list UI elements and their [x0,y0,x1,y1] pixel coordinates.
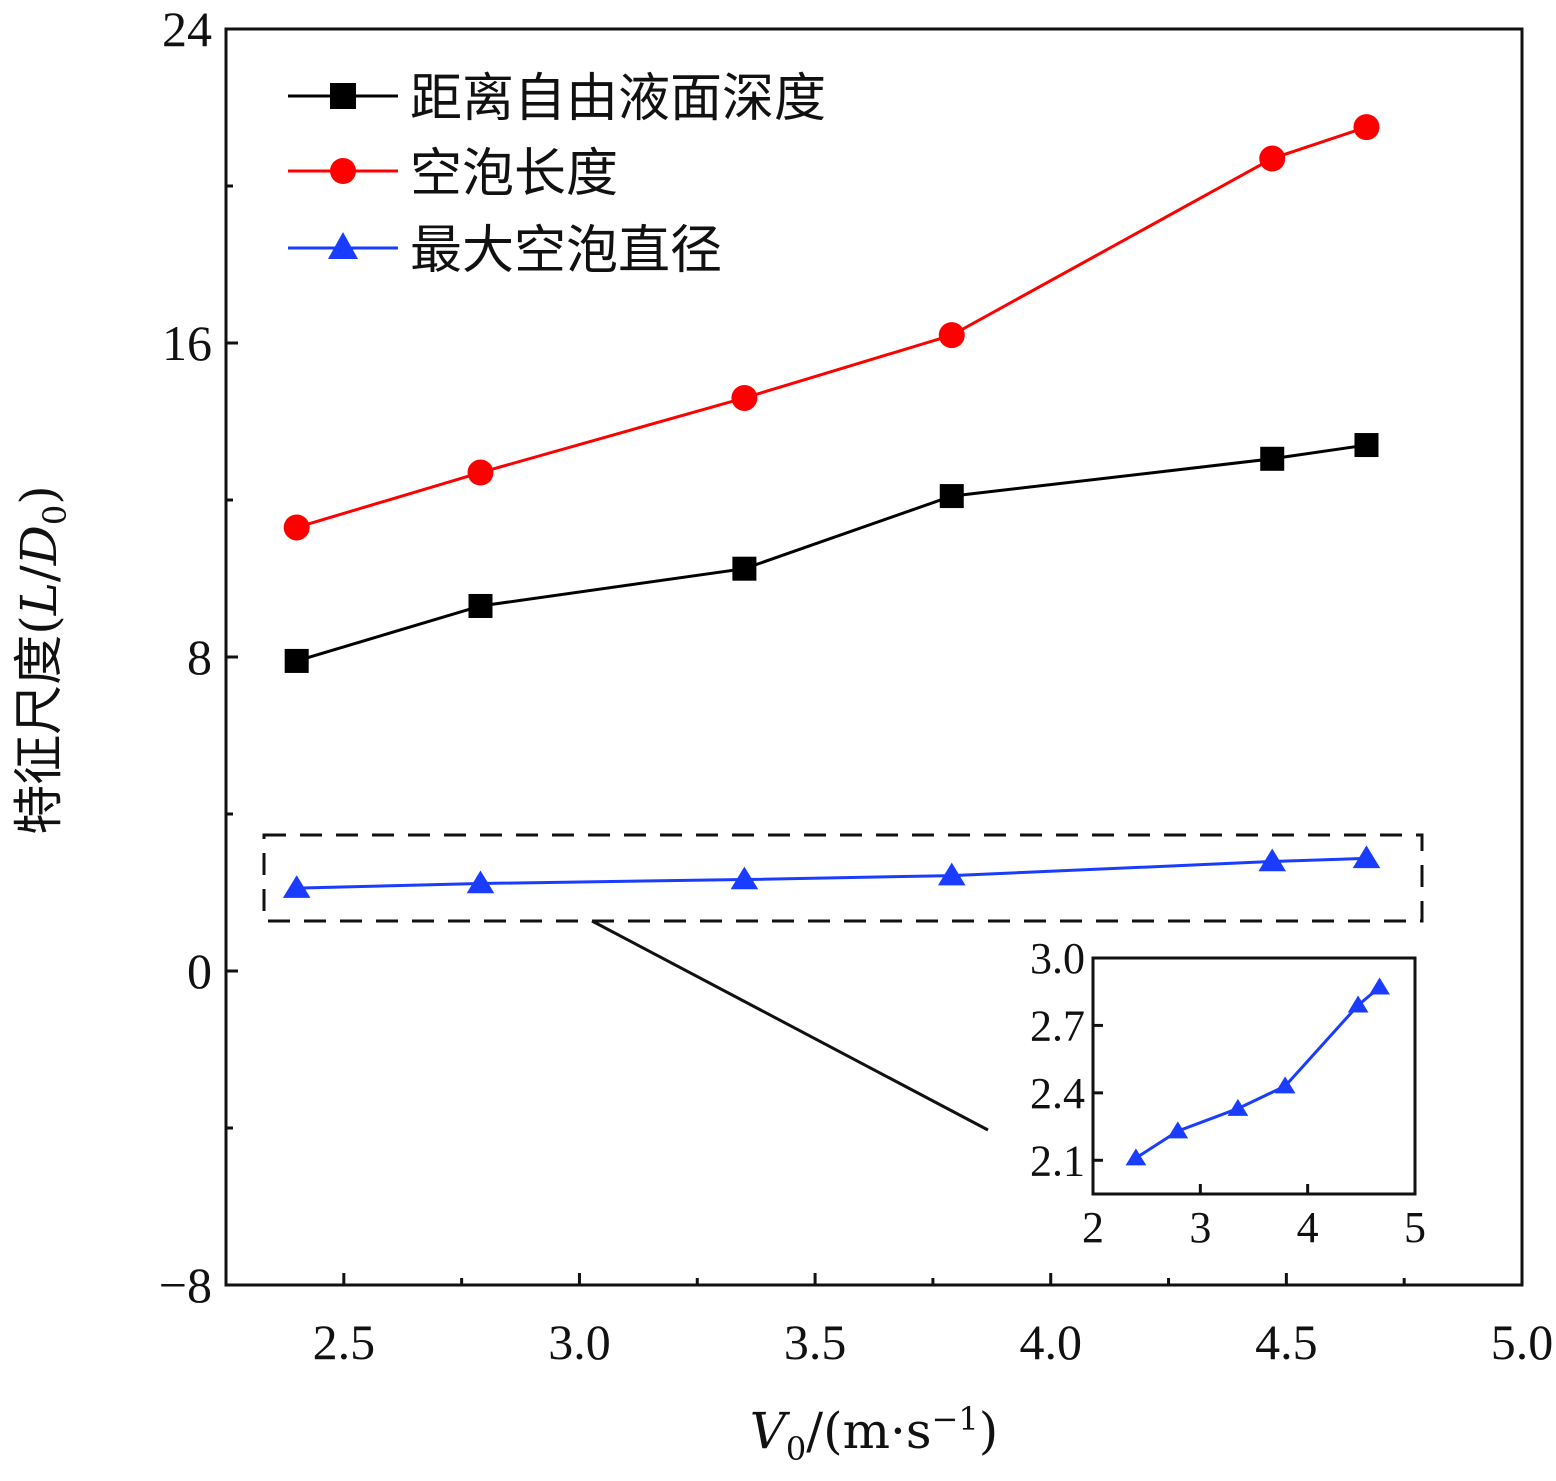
series-2-point [937,862,966,886]
inset-x-tick-label: 4 [1297,1203,1319,1252]
x-axis-title-v: V [750,1402,791,1460]
inset-y-tick-label: 2.1 [1030,1136,1085,1185]
series-1-point [731,384,758,411]
inset-y-tick-label: 2.4 [1030,1069,1085,1118]
legend-label-length: 空泡长度 [410,144,618,204]
zoom-connector-line [591,919,989,1132]
inset-axis-ticks: 2.1 2.4 2.7 3.0 2 3 4 5 [1030,934,1426,1252]
inset-x-tick-label: 5 [1404,1203,1426,1252]
x-tick-label: 3.0 [548,1314,611,1370]
x-tick-label: 5.0 [1491,1314,1554,1370]
x-axis-title: V0/(m·s−1) [750,1400,998,1468]
y-axis-title-sub: 0 [36,505,74,525]
x-tick-label: 2.5 [313,1314,376,1370]
y-axis-title-L: L [10,582,68,616]
series-1-point [1259,145,1286,172]
series-line-2 [296,856,1367,890]
inset-y-tick-label: 2.7 [1030,1001,1085,1050]
series-1-point [283,514,310,541]
series-2-point [1352,845,1381,869]
inset-series-point [1369,977,1390,995]
series-0-point [1354,433,1379,458]
x-axis-title-sup: −1 [932,1400,979,1438]
x-axis-title-close: ) [979,1402,999,1460]
x-axis-title-unit: /(m·s [806,1402,931,1460]
zoom-highlight-box [262,833,1424,923]
inset-x-tick-label: 2 [1082,1203,1104,1252]
legend-marker-triangle [328,232,358,259]
inset-series-layer [1125,977,1390,1166]
inset-series-point [1125,1148,1147,1166]
series-line-0 [296,443,1367,663]
inset-series-point [1347,995,1369,1013]
x-tick-label: 4.5 [1255,1314,1318,1370]
series-line-1 [296,125,1367,529]
y-tick-label: 16 [162,315,212,371]
legend-marker-circle [330,158,356,184]
y-axis-title-slash: / [10,565,68,582]
series-0-point [468,593,493,618]
inset-y-tick-label: 3.0 [1030,934,1085,983]
series-1-point [1353,114,1380,141]
series-2-point [466,870,495,894]
legend-label-diameter: 最大空泡直径 [410,221,722,281]
x-tick-label: 3.5 [784,1314,847,1370]
y-axis-title-D: D [10,525,68,566]
y-tick-label: −8 [159,1257,212,1313]
legend: 距离自由液面深度 空泡长度 最大空泡直径 [288,69,826,281]
inset-series-point [1274,1076,1296,1094]
y-axis-title-close: ) [10,485,68,505]
main-series-layer [282,114,1381,898]
x-axis-title-sub: 0 [786,1430,806,1468]
y-tick-label: 0 [187,943,212,999]
y-tick-label: 24 [162,1,212,57]
y-tick-label: 8 [187,629,212,685]
x-tick-label: 4.0 [1019,1314,1082,1370]
y-axis-title-text: 特征尺度( [10,615,68,835]
legend-marker-square [330,83,356,109]
series-1-point [467,459,494,486]
series-0-point [1260,446,1285,471]
series-0-point [939,484,964,509]
legend-label-depth: 距离自由液面深度 [410,69,826,129]
series-2-point [730,866,759,890]
y-axis-title: 特征尺度(L/D0) [10,485,74,835]
series-2-point [282,875,311,898]
series-0-point [732,556,757,581]
inset-series-point [1227,1098,1249,1116]
inset-frame [1091,956,1417,1196]
inset-x-tick-label: 3 [1189,1203,1211,1252]
series-0-point [284,648,309,673]
inset-series-point [1167,1121,1189,1139]
series-2-point [1258,848,1287,872]
series-1-point [938,322,965,349]
